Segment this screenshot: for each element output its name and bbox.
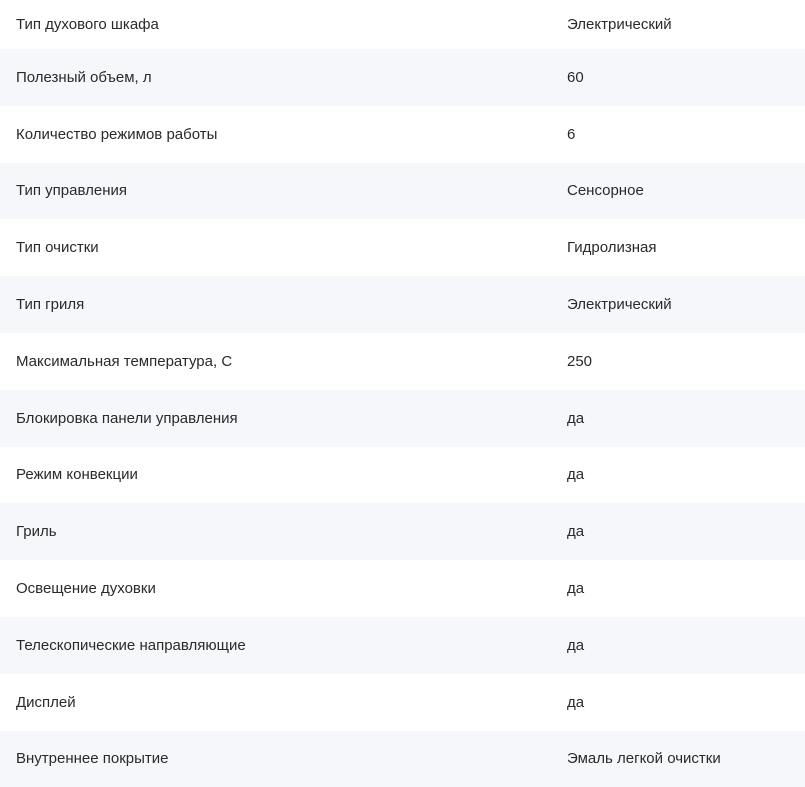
spec-row: Гриль да [0, 503, 805, 561]
spec-row: Блокировка панели управления да [0, 389, 805, 447]
spec-value: Сенсорное [567, 182, 644, 200]
spec-label: Освещение духовки [16, 580, 156, 598]
spec-label: Полезный объем, л [16, 68, 152, 86]
spec-value: да [567, 580, 585, 598]
spec-row: Освещение духовки да [0, 560, 805, 617]
spec-row: Количество режимов работы 6 [0, 106, 805, 163]
spec-value: да [567, 523, 585, 541]
spec-value: 250 [567, 352, 593, 370]
spec-row: Полезный объем, л 60 [0, 49, 805, 106]
spec-label: Максимальная температура, С [16, 352, 233, 370]
spec-value: Электрический [567, 296, 672, 314]
spec-label: Дисплей [16, 693, 76, 711]
spec-label: Внутреннее покрытие [16, 750, 169, 768]
spec-label: Тип гриля [16, 296, 85, 314]
spec-label: Тип очистки [16, 239, 99, 257]
spec-label: Гриль [16, 523, 57, 541]
spec-label: Блокировка панели управления [16, 409, 238, 427]
spec-label: Тип управления [16, 182, 127, 200]
spec-row: Тип управления Сенсорное [0, 162, 805, 220]
spec-label: Тип духового шкафа [16, 16, 159, 33]
spec-row: Тип духового шкафа Электрический [0, 0, 805, 49]
spec-value: да [567, 409, 585, 427]
spec-value: 60 [567, 68, 584, 86]
spec-value: Гидролизная [567, 239, 657, 257]
spec-value: Эмаль легкой очистки [567, 750, 721, 768]
spec-value: 6 [567, 125, 576, 143]
spec-value: да [567, 636, 585, 654]
spec-row: Дисплей да [0, 674, 805, 731]
spec-row: Телескопические направляющие да [0, 616, 805, 674]
spec-value: да [567, 466, 585, 484]
spec-label: Количество режимов работы [16, 125, 218, 143]
spec-row: Максимальная температура, С 250 [0, 333, 805, 390]
spec-label: Телескопические направляющие [16, 636, 246, 654]
spec-row: Тип очистки Гидролизная [0, 219, 805, 276]
spec-label: Режим конвекции [16, 466, 138, 484]
spec-row: Тип гриля Электрический [0, 276, 805, 333]
spec-row: Режим конвекции да [0, 447, 805, 504]
spec-row: Внутреннее покрытие Эмаль легкой очистки [0, 730, 805, 787]
spec-value: да [567, 693, 585, 711]
spec-value: Электрический [567, 16, 672, 33]
